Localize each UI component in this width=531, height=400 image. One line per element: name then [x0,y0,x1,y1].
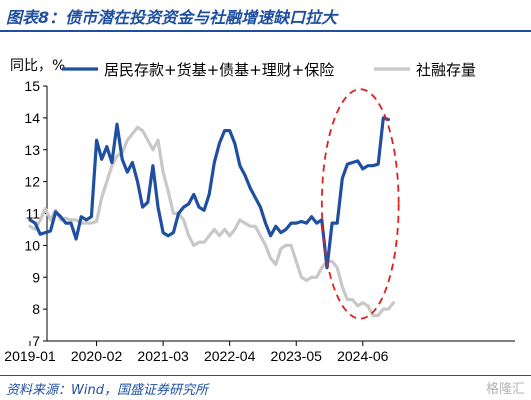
x-tick-label: 2020-02 [71,348,123,364]
footer-rule [0,375,531,376]
y-tick-label: 8 [32,301,40,317]
y-tick-label: 14 [24,110,40,126]
x-tick-label: 2019-01 [4,348,56,364]
y-tick-label: 9 [32,269,40,285]
y-tick-label: 13 [24,142,40,158]
y-axis-label: 同比，% [10,58,65,74]
legend-label: 居民存款+货基+债基+理财+保险 [104,61,334,79]
chart-axes: 7 8 9 10 11 12 13 14 15 同比，% 2019-01 2020-02 2021-03… [4,58,515,364]
highlight-ellipse [320,88,400,320]
annotation-layer [320,88,400,320]
series-line-social-financing [28,125,396,318]
y-tick-label: 15 [24,78,40,94]
watermark: 格隆汇 [485,382,525,397]
title-rule [0,30,531,32]
figure-title: 图表8：债市潜在投资资金与社融增速缺口拉大 [6,8,338,27]
legend-label: 社融存量 [416,61,476,79]
x-tick-label: 2024-06 [337,348,389,364]
y-tick-label: 12 [24,174,40,190]
x-tick-label: 2021-03 [137,348,189,364]
y-tick-label: 10 [24,237,40,253]
x-tick-label: 2023-05 [271,348,323,364]
source-note: 资料来源：Wind，国盛证券研究所 [6,383,208,398]
series-layer [28,116,396,318]
series-line-deposits [28,116,390,270]
y-tick-label: 11 [25,206,40,222]
x-tick-label: 2022-04 [204,348,256,364]
y-tick-label: 7 [32,333,40,349]
chart-legend: 居民存款+货基+债基+理财+保险 社融存量 [62,61,476,79]
